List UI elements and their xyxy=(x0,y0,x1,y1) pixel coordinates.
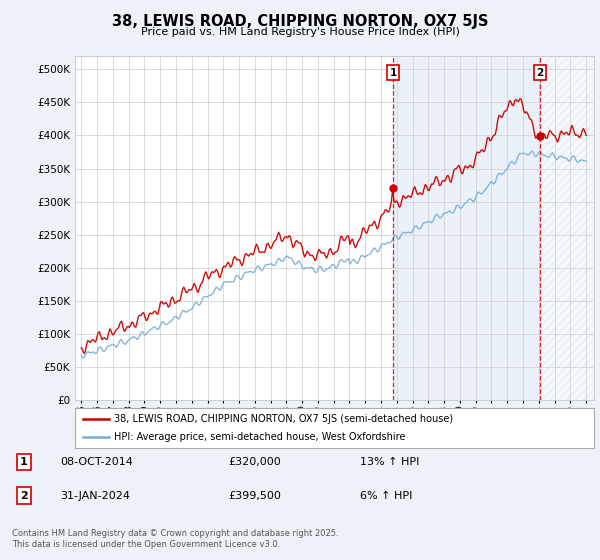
Text: 2: 2 xyxy=(20,491,28,501)
Text: 1: 1 xyxy=(389,68,397,77)
Text: Contains HM Land Registry data © Crown copyright and database right 2025.
This d: Contains HM Land Registry data © Crown c… xyxy=(12,529,338,549)
Text: 38, LEWIS ROAD, CHIPPING NORTON, OX7 5JS: 38, LEWIS ROAD, CHIPPING NORTON, OX7 5JS xyxy=(112,14,488,29)
Text: Price paid vs. HM Land Registry's House Price Index (HPI): Price paid vs. HM Land Registry's House … xyxy=(140,27,460,37)
Text: 08-OCT-2014: 08-OCT-2014 xyxy=(60,457,133,467)
Text: 13% ↑ HPI: 13% ↑ HPI xyxy=(360,457,419,467)
Text: 2: 2 xyxy=(536,68,544,77)
Text: 1: 1 xyxy=(20,457,28,467)
Text: 38, LEWIS ROAD, CHIPPING NORTON, OX7 5JS (semi-detached house): 38, LEWIS ROAD, CHIPPING NORTON, OX7 5JS… xyxy=(114,414,453,423)
Bar xyxy=(393,56,540,400)
Bar xyxy=(540,56,594,400)
Text: £399,500: £399,500 xyxy=(228,491,281,501)
Text: HPI: Average price, semi-detached house, West Oxfordshire: HPI: Average price, semi-detached house,… xyxy=(114,432,406,442)
Text: 6% ↑ HPI: 6% ↑ HPI xyxy=(360,491,412,501)
Text: 31-JAN-2024: 31-JAN-2024 xyxy=(60,491,130,501)
Text: £320,000: £320,000 xyxy=(228,457,281,467)
